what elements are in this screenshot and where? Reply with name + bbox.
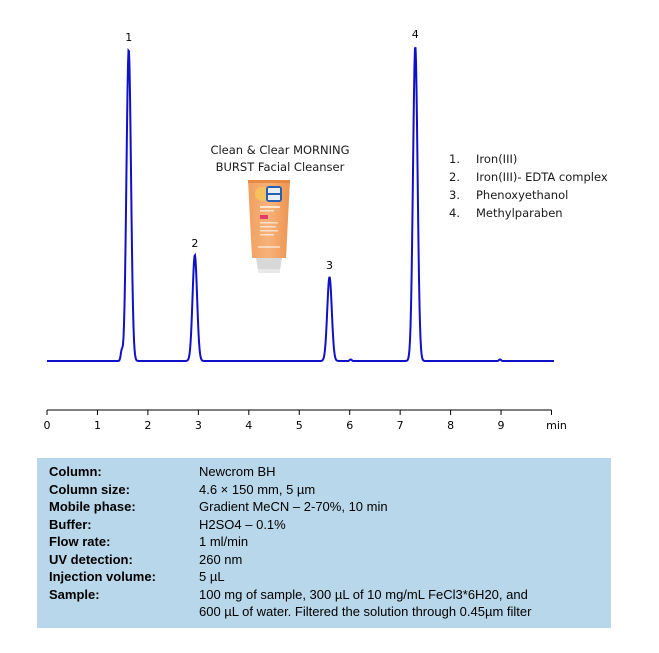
condition-row: Column: Newcrom BH xyxy=(37,463,611,481)
condition-row: Injection volume: 5 µL xyxy=(37,568,611,586)
legend-item: 3. Phenoxyethanol xyxy=(449,186,608,204)
condition-label: Sample: xyxy=(49,586,100,602)
legend-item: 1. Iron(III) xyxy=(449,150,608,168)
x-tick-label: 9 xyxy=(498,419,505,432)
condition-value: H2SO4 – 0.1% xyxy=(199,516,286,532)
condition-value: 260 nm xyxy=(199,551,243,567)
condition-row: Flow rate: 1 ml/min xyxy=(37,533,611,551)
legend-number: 4. xyxy=(449,206,460,220)
condition-label: Mobile phase: xyxy=(49,499,136,514)
condition-label: Flow rate: xyxy=(49,534,111,549)
x-tick-label: 0 xyxy=(44,419,51,432)
condition-label: UV detection: xyxy=(49,551,133,567)
x-tick-label: 4 xyxy=(245,419,252,432)
condition-value: Gradient MeCN – 2-70%, 10 min xyxy=(199,499,388,514)
condition-label: Column size: xyxy=(49,481,130,497)
x-tick-label: 7 xyxy=(397,419,404,432)
legend-compound: Methylparaben xyxy=(476,206,563,220)
condition-label: Injection volume: xyxy=(49,569,156,584)
peak-label: 2 xyxy=(191,237,198,250)
condition-value: 5 µL xyxy=(199,569,225,584)
condition-value: 4.6 × 150 mm, 5 µm xyxy=(199,481,316,497)
method-conditions-panel: Column: Newcrom BH Column size: 4.6 × 15… xyxy=(37,458,611,628)
product-title-line2: BURST Facial Cleanser xyxy=(215,160,345,174)
x-tick-label: 1 xyxy=(94,419,101,432)
x-tick-label: 8 xyxy=(447,419,454,432)
condition-value: Newcrom BH xyxy=(199,464,276,479)
legend-compound: Phenoxyethanol xyxy=(476,188,569,202)
chromatogram-trace xyxy=(47,46,554,362)
peak-legend: 1. Iron(III) 2. Iron(III)- EDTA complex … xyxy=(449,150,608,222)
condition-row: UV detection: 260 nm xyxy=(37,551,611,569)
legend-number: 3. xyxy=(449,188,460,202)
condition-label: Column: xyxy=(49,464,102,479)
x-tick-label: min xyxy=(546,419,567,432)
condition-label: Buffer: xyxy=(49,516,92,532)
x-tick-label: 3 xyxy=(195,419,202,432)
peak-label: 4 xyxy=(412,28,419,41)
legend-compound: Iron(III) xyxy=(476,152,518,166)
product-title-line1: Clean & Clear MORNING xyxy=(210,143,350,157)
condition-value-line2: 600 µL of water. Filtered the solution t… xyxy=(199,604,532,619)
condition-row: Sample: 100 mg of sample, 300 µL of 10 m… xyxy=(37,586,611,621)
x-tick-label: 5 xyxy=(296,419,303,432)
cleanser-tube-image xyxy=(248,180,290,273)
peak-label: 3 xyxy=(326,259,333,272)
condition-value: 100 mg of sample, 300 µL of 10 mg/mL FeC… xyxy=(199,586,599,621)
peak-label: 1 xyxy=(125,31,132,44)
condition-value: 1 ml/min xyxy=(199,534,249,549)
chromatogram-chart: 1 2 3 4 0 1 2 3 4 5 6 7 8 9 min xyxy=(44,28,567,432)
legend-number: 2. xyxy=(449,170,460,184)
condition-value-line1: 100 mg of sample, 300 µL of 10 mg/mL FeC… xyxy=(199,586,528,602)
x-tick-label: 6 xyxy=(346,419,353,432)
legend-item: 2. Iron(III)- EDTA complex xyxy=(449,168,608,186)
condition-row: Mobile phase: Gradient MeCN – 2-70%, 10 … xyxy=(37,498,611,516)
legend-item: 4. Methylparaben xyxy=(449,204,608,222)
product-title: Clean & Clear MORNING BURST Facial Clean… xyxy=(190,142,370,176)
legend-number: 1. xyxy=(449,152,460,166)
legend-compound: Iron(III)- EDTA complex xyxy=(476,170,608,184)
condition-row: Buffer: H2SO4 – 0.1% xyxy=(37,516,611,534)
x-tick-label: 2 xyxy=(144,419,151,432)
condition-row: Column size: 4.6 × 150 mm, 5 µm xyxy=(37,481,611,499)
